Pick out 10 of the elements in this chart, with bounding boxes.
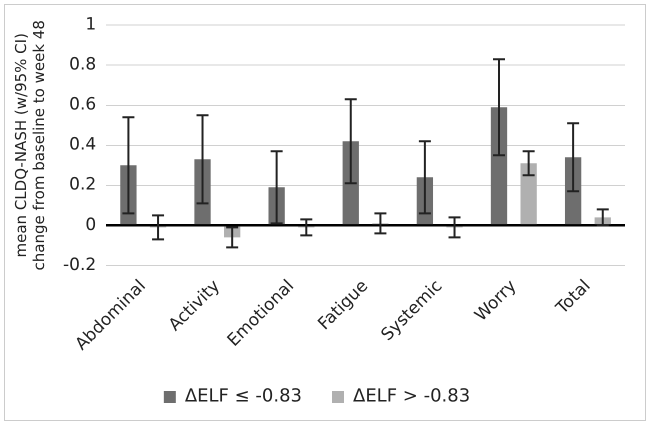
y-tick-label: 0 <box>85 214 96 235</box>
y-tick-label: 0.2 <box>69 174 96 195</box>
y-tick-label: 0.6 <box>69 94 96 115</box>
legend-label: ΔELF ≤ -0.83 <box>184 386 302 407</box>
y-tick-label: 1 <box>85 14 96 35</box>
y-tick-label: 0.8 <box>69 54 96 75</box>
y-tick-label: -0.2 <box>63 254 96 275</box>
legend-label: ΔELF > -0.83 <box>353 386 470 407</box>
y-tick-label: 0.4 <box>69 134 96 155</box>
y-axis-title: mean CLDQ-NASH (w/95% CI) change from baseline to week 48 <box>12 20 48 270</box>
